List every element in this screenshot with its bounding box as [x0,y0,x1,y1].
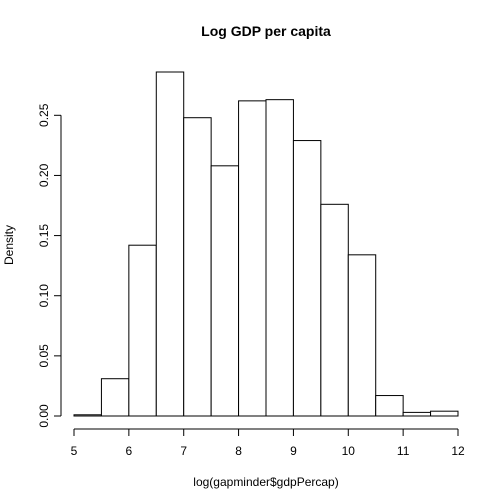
histogram-bar-9 [292,140,322,417]
histogram-bar-14 [430,410,459,417]
histogram-bar-13 [402,411,432,417]
x-tick-label: 11 [397,444,410,458]
histogram-bar-3 [128,244,157,417]
x-tick-label: 7 [180,444,187,458]
x-tick-label: 8 [235,444,242,458]
histogram-bar-12 [375,395,404,417]
x-axis: 5 6 7 8 9 10 11 12 [71,428,465,458]
y-tick-label: 0.05 [37,344,51,368]
x-tick-label: 9 [290,444,297,458]
histogram-bar-2 [100,378,130,417]
x-axis-label: log(gapminder$gdpPercap) [193,475,338,489]
histogram-bar-4 [155,71,185,417]
x-tick-label: 12 [451,444,465,458]
chart-title: Log GDP per capita [201,23,331,39]
x-tick-label: 6 [126,444,133,458]
histogram-bar-1 [73,414,102,417]
y-axis-label: Density [2,225,16,265]
histogram-bar-7 [238,100,267,417]
x-tick-label: 5 [71,444,78,458]
y-tick-label: 0.10 [37,284,51,308]
bars-group [73,71,459,417]
histogram-bar-6 [210,165,240,417]
y-axis: 0.00 0.05 0.10 0.15 0.20 0.25 [37,103,62,428]
histogram-bar-5 [183,117,212,417]
y-tick-label: 0.15 [37,224,51,248]
x-tick-label: 10 [342,444,356,458]
histogram-bar-10 [320,203,349,417]
histogram-bar-8 [265,99,294,417]
y-tick-label: 0.20 [37,163,51,187]
y-tick-label: 0.25 [37,103,51,127]
y-tick-label: 0.00 [37,404,51,428]
histogram-bar-11 [347,254,377,417]
